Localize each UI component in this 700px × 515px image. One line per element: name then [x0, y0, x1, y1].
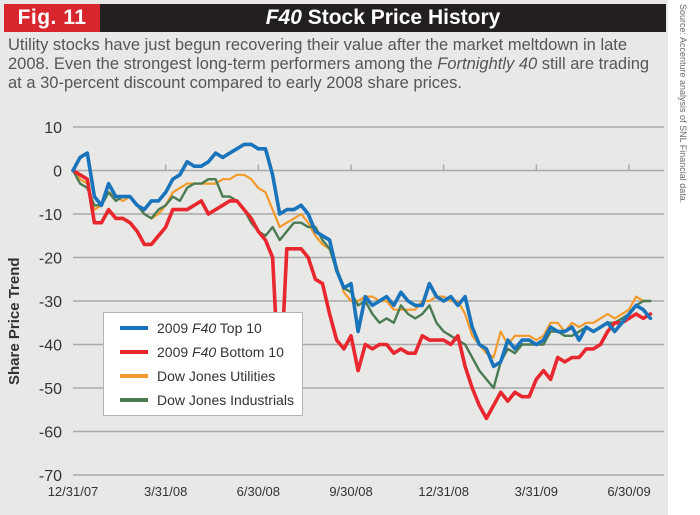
legend-swatch-top10	[120, 326, 148, 330]
series-line-2009-f40-bottom-10	[71, 168, 653, 421]
source-note: Source: Accenture analysis of SNL Financ…	[670, 2, 698, 203]
y-tick-label: 0	[53, 164, 62, 181]
chart-title: F40 Stock Price History	[100, 4, 666, 32]
x-tick-labels: 12/31/07 3/31/08 6/30/08 9/30/08 12/31/08 3/3…	[48, 484, 651, 499]
legend-item-top10: 2009 F40 Top 10	[104, 316, 262, 340]
title-text: Stock Price History	[307, 6, 501, 29]
source-text: Source: Accenture analysis of SNL Financ…	[678, 4, 688, 204]
legend-label: 2009 F40 Top 10	[157, 320, 262, 336]
subtitle-part1: Utility stocks have just begun recoverin…	[8, 36, 628, 73]
series-line-2009-f40-top-10	[71, 142, 653, 369]
y-tick-label: -70	[39, 468, 62, 485]
subtitle-italic: Fortnightly 40	[437, 55, 538, 73]
x-tick-label: 6/30/08	[237, 484, 280, 499]
y-tick-label: 10	[44, 120, 62, 137]
series-line-dow-jones-utilities	[71, 169, 652, 359]
series-line-dow-jones-industrials	[71, 169, 652, 390]
x-tick-label: 3/31/08	[144, 484, 187, 499]
line-chart: 10 0 -10 -20 -30 -40 -50 -60 -70 12/31/07 3/31/08…	[39, 120, 664, 499]
y-tick-label: -20	[39, 251, 62, 268]
legend-label: Dow Jones Industrials	[157, 392, 294, 408]
y-tick-label: -30	[39, 294, 62, 311]
legend-item-bottom10: 2009 F40 Bottom 10	[104, 340, 284, 364]
title-f40: F40	[265, 6, 302, 29]
legend-label: 2009 F40 Bottom 10	[157, 344, 284, 360]
legend-item-industrials: Dow Jones Industrials	[104, 388, 294, 412]
chart-subtitle: Utility stocks have just begun recoverin…	[8, 36, 658, 93]
figure-number: Fig. 11	[4, 4, 100, 32]
legend: 2009 F40 Top 10 2009 F40 Bottom 10 Dow J…	[103, 312, 303, 416]
y-tick-label: -60	[39, 425, 62, 442]
y-tick-label: -10	[39, 207, 62, 224]
x-tick-label: 9/30/08	[329, 484, 372, 499]
x-tick-label: 12/31/08	[418, 484, 469, 499]
y-tick-label: -50	[39, 381, 62, 398]
x-tick-label: 6/30/09	[607, 484, 650, 499]
y-tick-label: -40	[39, 338, 62, 355]
legend-swatch-bottom10	[120, 350, 148, 354]
legend-swatch-industrials	[120, 398, 148, 402]
series-lines	[71, 142, 653, 421]
figure-header: Fig. 11 F40 Stock Price History	[4, 4, 666, 32]
legend-item-utilities: Dow Jones Utilities	[104, 364, 275, 388]
legend-swatch-utilities	[120, 374, 148, 378]
legend-label: Dow Jones Utilities	[157, 368, 276, 384]
subtitle-part2: still are trading at a 30-percent discou…	[8, 55, 650, 92]
y-tick-labels: 10 0 -10 -20 -30 -40 -50 -60 -70	[39, 120, 62, 485]
x-tick-label: 3/31/09	[515, 484, 558, 499]
x-tick-label: 12/31/07	[48, 484, 99, 499]
